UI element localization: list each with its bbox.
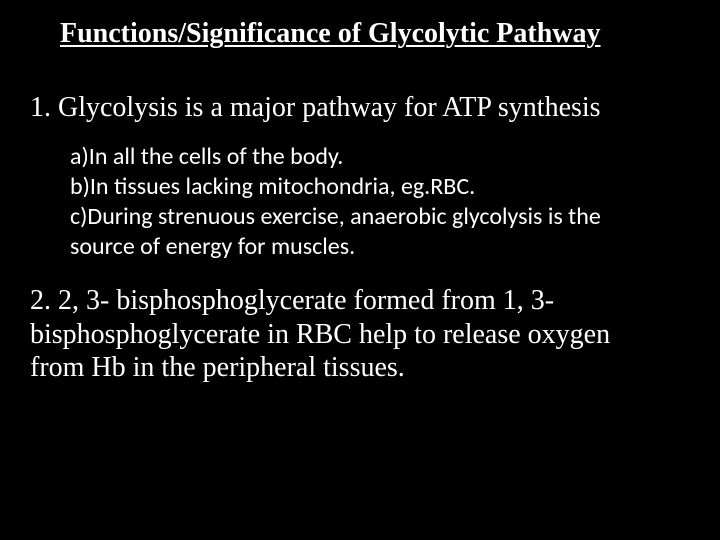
sublist-item-c-line1: c)During strenuous exercise, anaerobic g… [70, 202, 690, 232]
sublist-item-b: b)In tissues lacking mitochondria, eg.RB… [70, 172, 690, 202]
sublist: a)In all the cells of the body. b)In tis… [30, 142, 690, 262]
slide-title: Functions/Significance of Glycolytic Pat… [30, 18, 690, 50]
sublist-item-a: a)In all the cells of the body. [70, 142, 690, 172]
slide-container: Functions/Significance of Glycolytic Pat… [0, 0, 720, 540]
point-2-line1: 2. 2, 3- bisphosphoglycerate formed from… [30, 285, 554, 316]
point-1: 1. Glycolysis is a major pathway for ATP… [30, 92, 690, 124]
point-2-line2: bisphosphoglycerate in RBC help to relea… [30, 319, 610, 350]
point-2: 2. 2, 3- bisphosphoglycerate formed from… [30, 284, 690, 385]
point-2-line3: from Hb in the peripheral tissues. [30, 352, 405, 383]
sublist-item-c-line2: source of energy for muscles. [70, 232, 690, 262]
